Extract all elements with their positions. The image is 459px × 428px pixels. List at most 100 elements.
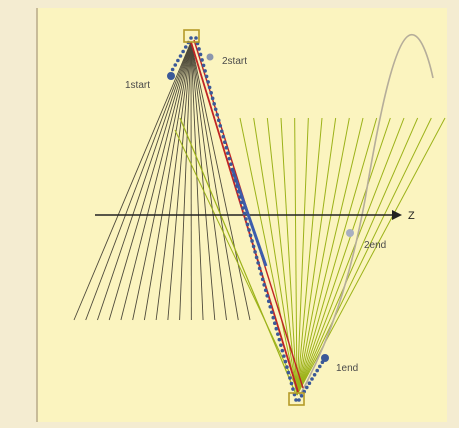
green-fan-line bbox=[296, 117, 378, 396]
outline-dot bbox=[204, 74, 209, 79]
outline-dot bbox=[244, 217, 248, 221]
start1-point bbox=[167, 72, 175, 80]
outline-dot bbox=[297, 398, 301, 402]
outline-dot bbox=[274, 326, 279, 331]
outline-dot bbox=[224, 145, 229, 150]
end1-point bbox=[321, 354, 329, 362]
dotted-triangle-outline bbox=[168, 36, 327, 402]
outline-dot bbox=[269, 310, 274, 315]
bottom-apex-box-marker bbox=[288, 392, 305, 406]
outline-dot bbox=[241, 206, 245, 210]
green-fan-line bbox=[296, 117, 432, 396]
dark-fan-line bbox=[143, 41, 192, 321]
outline-dot bbox=[218, 123, 223, 128]
dark-fan-line bbox=[85, 41, 192, 321]
outline-dot bbox=[203, 69, 207, 73]
green-fan-line bbox=[266, 117, 298, 396]
outline-dot bbox=[189, 36, 193, 40]
green-fan-line bbox=[296, 117, 419, 396]
outline-dot bbox=[259, 272, 263, 276]
dark-fan-line bbox=[190, 41, 204, 321]
label-1end: 1end bbox=[336, 363, 358, 374]
outline-dot bbox=[213, 107, 218, 112]
dark-fan-line bbox=[190, 41, 227, 321]
green-fan-line bbox=[296, 117, 350, 396]
outline-dot bbox=[178, 54, 183, 58]
outline-dot bbox=[315, 368, 320, 373]
outline-dot bbox=[294, 398, 298, 402]
label-1start: 1start bbox=[125, 80, 150, 91]
outline-dot bbox=[305, 385, 309, 390]
end2-point bbox=[346, 229, 354, 237]
green-fan-lines bbox=[174, 117, 446, 396]
outline-dot bbox=[276, 332, 280, 336]
outline-dot bbox=[181, 49, 185, 54]
outline-dot bbox=[265, 293, 270, 298]
outline-dot bbox=[215, 112, 220, 117]
outline-dot bbox=[291, 387, 295, 391]
outline-dot bbox=[238, 195, 242, 199]
dark-fan-line bbox=[108, 41, 192, 321]
outline-dot bbox=[251, 244, 256, 249]
outline-dot bbox=[263, 288, 268, 293]
dark-fan-line bbox=[190, 41, 216, 321]
dark-fan-line bbox=[179, 41, 192, 321]
outline-dot bbox=[272, 321, 277, 326]
outline-dot bbox=[283, 359, 288, 364]
outline-dot bbox=[235, 184, 239, 188]
outline-dot bbox=[210, 96, 215, 101]
dark-fan-line bbox=[97, 41, 192, 321]
dark-fan-lines bbox=[73, 41, 251, 321]
z-axis-label: Z bbox=[408, 210, 415, 222]
green-diagonal-line bbox=[179, 117, 296, 393]
outline-dot bbox=[307, 381, 312, 386]
outline-dot bbox=[200, 58, 204, 62]
outline-dot bbox=[310, 377, 314, 381]
green-fan-line bbox=[294, 117, 298, 396]
red-line bbox=[190, 41, 299, 393]
outline-dot bbox=[233, 178, 238, 183]
outline-dot bbox=[170, 67, 175, 72]
outline-dot bbox=[227, 156, 232, 161]
green-fan-line bbox=[296, 117, 337, 396]
green-diagonal-line bbox=[174, 129, 301, 396]
outline-dot bbox=[226, 151, 230, 155]
outline-dot bbox=[312, 373, 317, 377]
outline-dot bbox=[266, 299, 271, 304]
blue-segment bbox=[230, 167, 268, 267]
dark-fan-line bbox=[73, 41, 192, 321]
outline-dot bbox=[198, 52, 203, 57]
outline-dot bbox=[299, 394, 304, 398]
outline-dot bbox=[257, 266, 262, 271]
outline-dot bbox=[253, 250, 257, 254]
outline-dot bbox=[229, 162, 233, 166]
outline-dot bbox=[254, 255, 259, 260]
outline-dot bbox=[194, 36, 198, 40]
outline-dot bbox=[173, 63, 178, 67]
outline-dot bbox=[279, 343, 283, 347]
dark-fan-line bbox=[120, 41, 192, 321]
outline-dot bbox=[176, 58, 180, 63]
outline-dot bbox=[250, 239, 254, 243]
outline-dot bbox=[282, 354, 286, 358]
outline-dot bbox=[197, 47, 201, 51]
green-fan-line bbox=[280, 117, 298, 396]
outline-dot bbox=[236, 189, 241, 194]
label-2end: 2end bbox=[364, 240, 386, 251]
outline-dot bbox=[247, 228, 251, 232]
top-apex-box-marker bbox=[183, 29, 200, 43]
outline-dot bbox=[201, 63, 206, 68]
green-fan-line bbox=[296, 117, 364, 396]
outline-dot bbox=[280, 348, 285, 353]
green-fan-line bbox=[253, 117, 298, 396]
outline-dot bbox=[230, 167, 235, 172]
outline-dot bbox=[289, 381, 294, 386]
green-fan-line bbox=[239, 117, 298, 396]
outline-dot bbox=[221, 134, 226, 139]
outline-dot bbox=[219, 129, 224, 134]
dark-fan-line bbox=[190, 41, 239, 321]
outline-dot bbox=[183, 45, 188, 49]
green-fan-line bbox=[296, 117, 405, 396]
outline-dot bbox=[262, 283, 266, 287]
